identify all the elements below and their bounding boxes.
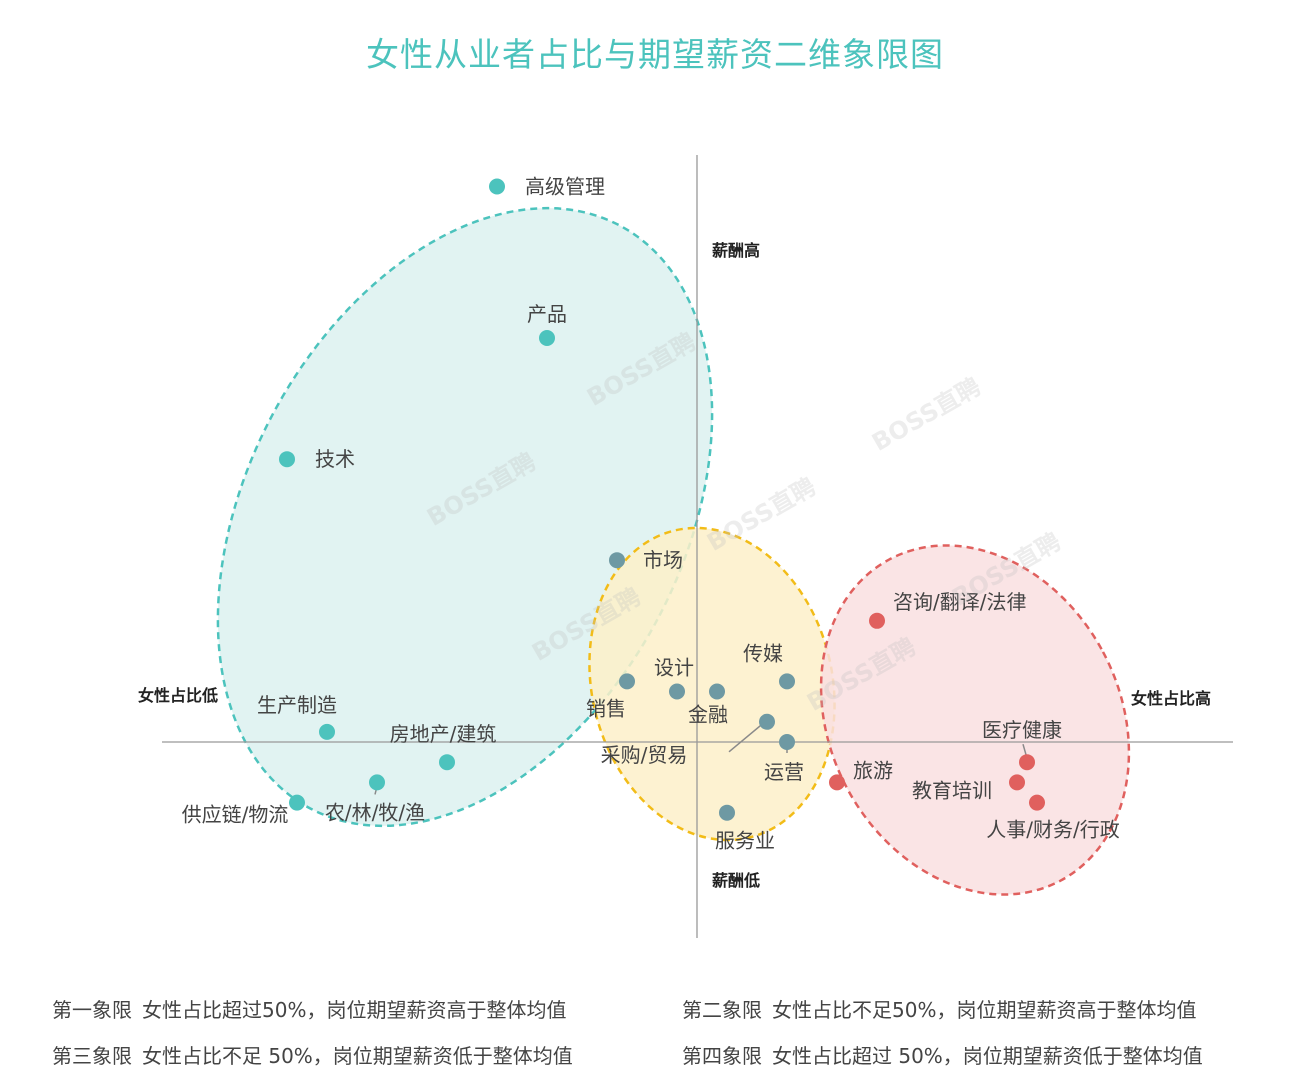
point-marker [719,804,735,821]
point-label: 医疗健康 [982,718,1062,742]
legend-item: 第四象限 女性占比超过 50%，岗位期望薪资低于整体均值 [682,1040,1203,1069]
legend-quadrant: 第一象限 [52,998,132,1022]
point-marker [439,754,455,771]
point-marker [869,612,885,629]
legend-item: 第二象限 女性占比不足50%，岗位期望薪资高于整体均值 [682,994,1196,1023]
point-label: 采购/贸易 [601,743,688,767]
point-label: 房地产/建筑 [390,722,497,746]
point-marker [289,794,305,811]
legend-quadrant: 第四象限 [682,1044,762,1068]
point-marker [779,734,795,750]
y-axis-top-label: 薪酬高 [712,241,760,260]
legend-quadrant: 第二象限 [682,998,762,1022]
point-marker [1019,754,1035,771]
legend-quadrant: 第三象限 [52,1044,132,1068]
point-marker [759,713,775,730]
y-axis-bottom-label: 薪酬低 [712,871,760,890]
point-label: 金融 [688,703,728,727]
point-label: 人事/财务/行政 [986,818,1119,842]
point-label: 设计 [654,656,694,680]
point-marker [779,673,795,690]
point-label: 销售 [586,696,626,720]
point-marker [669,683,685,700]
point-marker [279,451,295,468]
point-label: 教育培训 [912,778,992,802]
point-label: 供应链/物流 [182,803,289,827]
point-marker [609,552,625,569]
point-marker [1029,794,1045,811]
legend-item: 第一象限 女性占比超过50%，岗位期望薪资高于整体均值 [52,994,566,1023]
point-label: 传媒 [743,641,783,665]
chart-title: 女性从业者占比与期望薪资二维象限图 [366,35,944,74]
cluster-red [819,544,1131,896]
x-axis-left-label: 女性占比低 [138,686,218,705]
point-label: 运营 [764,760,804,784]
point-marker [369,774,385,791]
points-layer [279,178,1045,821]
leader-line [728,721,766,753]
legend-item: 第三象限 女性占比不足 50%，岗位期望薪资低于整体均值 [52,1040,573,1069]
x-axis-right-label: 女性占比高 [1131,689,1211,708]
point-marker [709,683,725,700]
point-label: 产品 [527,302,567,326]
point-marker [319,723,335,740]
point-label: 高级管理 [525,175,605,199]
legend-text: 女性占比超过50%，岗位期望薪资高于整体均值 [142,998,567,1022]
legend-text: 女性占比不足50%，岗位期望薪资高于整体均值 [772,998,1197,1022]
point-label: 服务业 [715,829,775,853]
point-marker [829,774,845,791]
legend-text: 女性占比不足 50%，岗位期望薪资低于整体均值 [142,1044,573,1068]
point-marker [539,330,555,346]
point-label: 技术 [315,447,355,471]
point-label: 生产制造 [257,693,337,717]
point-label: 农/林/牧/渔 [325,800,425,824]
point-label: 旅游 [853,758,893,782]
legend-text: 女性占比超过 50%，岗位期望薪资低于整体均值 [772,1044,1203,1068]
cluster-layer [216,206,1131,896]
point-label: 咨询/翻译/法律 [893,590,1026,614]
point-marker [619,673,635,690]
point-marker [1009,774,1025,791]
point-label: 市场 [643,548,683,572]
point-marker [489,178,505,195]
